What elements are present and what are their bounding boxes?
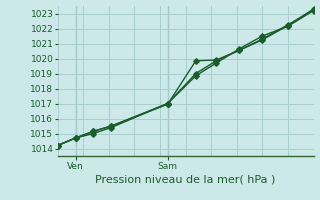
X-axis label: Pression niveau de la mer( hPa ): Pression niveau de la mer( hPa ) [95,175,276,185]
